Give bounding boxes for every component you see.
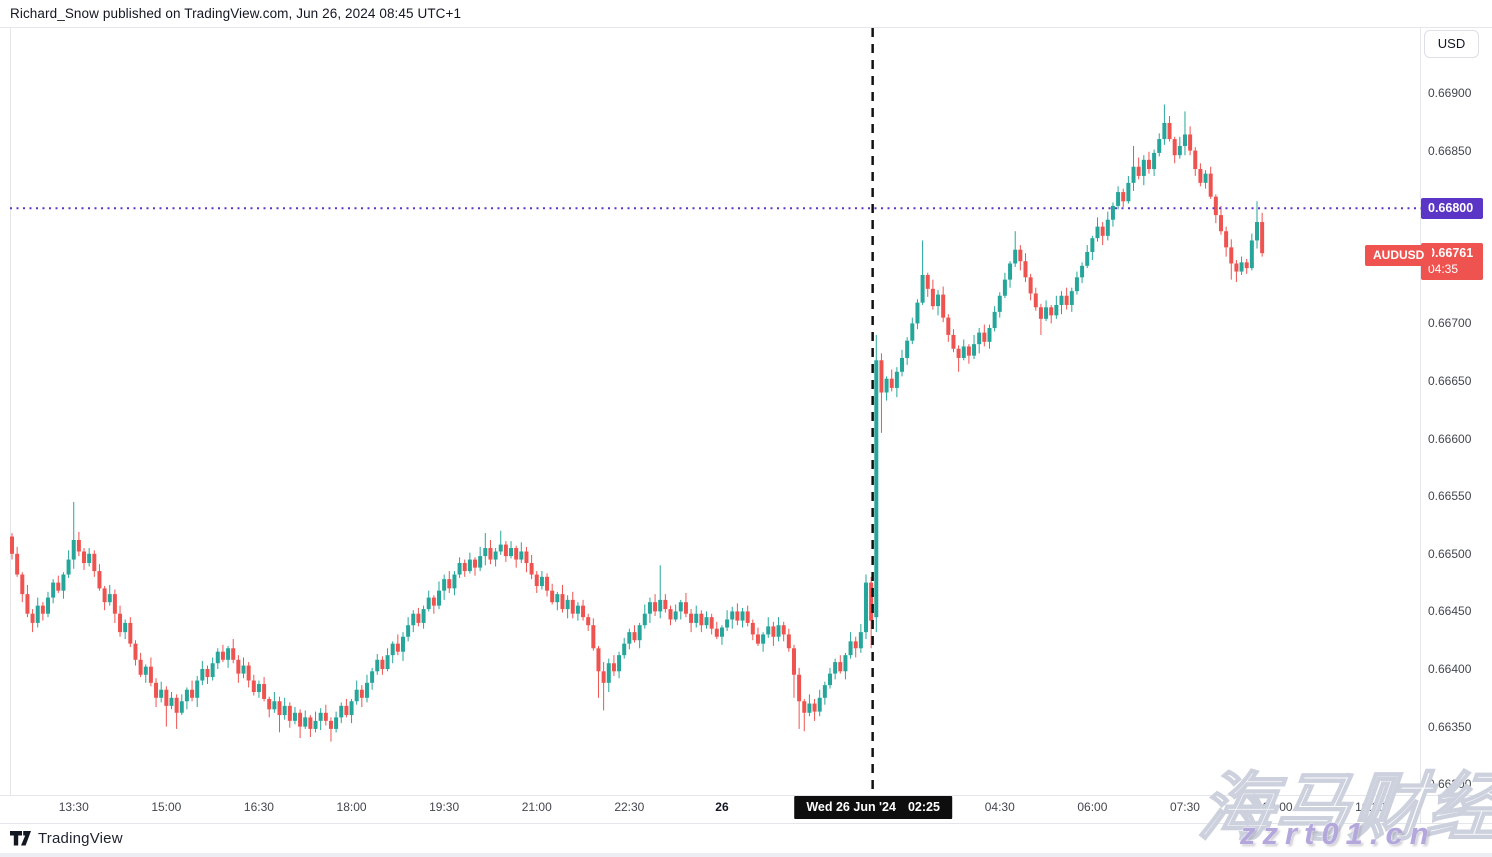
price-axis-tick: 0.66700	[1428, 316, 1472, 331]
time-axis-tick: 06:00	[1077, 800, 1108, 814]
time-axis-tick: 09:00	[1262, 800, 1293, 814]
time-axis-tick: 16:30	[243, 800, 274, 814]
tradingview-logo-icon	[10, 831, 31, 846]
time-axis-tick: 22:30	[614, 800, 645, 814]
price-axis-tick: 0.66400	[1428, 662, 1472, 676]
price-axis-tick: 0.66650	[1428, 374, 1472, 388]
bottom-edge-strip	[0, 853, 1492, 857]
price-axis-tick: 0.66500	[1428, 546, 1472, 561]
currency-button[interactable]: USD	[1424, 30, 1479, 58]
tradingview-brand-label: TradingView	[38, 830, 123, 847]
time-axis-tick: 21:00	[521, 800, 552, 814]
time-axis-tick: 26	[715, 800, 729, 814]
last-price-value: 0.66761	[1428, 245, 1474, 260]
price-axis-tick: 0.66900	[1428, 86, 1472, 100]
time-axis-tick: 19:30	[429, 800, 460, 814]
price-axis-tick: 0.66850	[1428, 143, 1472, 158]
time-axis-tick: 15:00	[151, 800, 182, 814]
time-axis-tick: 10:30	[1355, 800, 1386, 814]
crosshair-time: 02:25	[907, 800, 940, 814]
price-axis-tick: 0.66550	[1428, 489, 1472, 504]
ticker-label: AUDUSD	[1365, 245, 1433, 267]
price-axis-tick: 0.66350	[1428, 719, 1472, 734]
crosshair-date: Wed 26 Jun '24	[806, 800, 896, 814]
time-axis-tick: 18:00	[336, 800, 367, 814]
crosshair-time-tooltip: Wed 26 Jun '24 02:25	[794, 796, 952, 819]
bar-countdown: 04:35	[1428, 261, 1459, 276]
price-axis-tick: 0.66300	[1428, 777, 1472, 792]
publish-byline: Richard_Snow published on TradingView.co…	[10, 6, 462, 21]
tradingview-attribution[interactable]: TradingView	[10, 830, 123, 847]
price-axis-tick: 0.66450	[1428, 604, 1472, 619]
time-axis-tick: 07:30	[1169, 800, 1200, 814]
time-axis-tick: 04:30	[984, 800, 1015, 814]
time-axis-tick: 13:30	[58, 800, 89, 814]
price-line-label: 0.66800	[1421, 197, 1483, 219]
price-axis-tick: 0.66600	[1428, 431, 1472, 446]
